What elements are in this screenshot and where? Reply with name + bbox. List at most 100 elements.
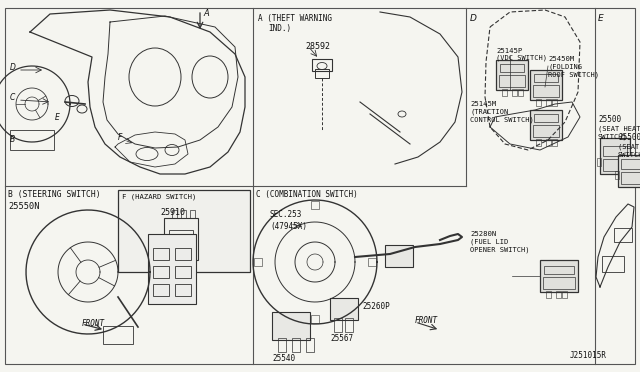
- Text: (FOLDING: (FOLDING: [548, 64, 582, 70]
- Bar: [621, 159, 640, 169]
- Text: 25500+A: 25500+A: [618, 133, 640, 142]
- Text: C: C: [10, 93, 15, 102]
- Bar: [311, 315, 319, 323]
- Bar: [556, 291, 561, 298]
- Bar: [306, 338, 314, 352]
- Text: SEC.253: SEC.253: [270, 210, 302, 219]
- Bar: [614, 228, 632, 242]
- Bar: [118, 190, 250, 272]
- Text: E: E: [55, 113, 60, 122]
- Bar: [530, 70, 562, 100]
- Bar: [562, 291, 567, 298]
- Bar: [334, 318, 342, 332]
- Bar: [629, 158, 633, 166]
- Text: J251015R: J251015R: [570, 351, 607, 360]
- Bar: [148, 234, 196, 304]
- Bar: [621, 172, 640, 184]
- Text: A (THEFT WARNING: A (THEFT WARNING: [258, 14, 332, 23]
- Bar: [175, 284, 191, 296]
- Text: FRONT: FRONT: [415, 316, 438, 325]
- Text: 25145M: 25145M: [470, 101, 496, 107]
- Bar: [512, 89, 517, 96]
- Text: 25450M: 25450M: [548, 56, 574, 62]
- Text: SWITCH): SWITCH): [598, 134, 628, 140]
- Text: 25500: 25500: [598, 115, 621, 124]
- Text: SWITCH): SWITCH): [618, 151, 640, 158]
- Bar: [546, 99, 551, 106]
- Bar: [153, 248, 169, 260]
- Text: OPENER SWITCH): OPENER SWITCH): [470, 247, 529, 253]
- Bar: [175, 248, 191, 260]
- Text: CONTROL SWITCH): CONTROL SWITCH): [470, 116, 534, 123]
- Text: (SEAT HEAT: (SEAT HEAT: [618, 144, 640, 150]
- Bar: [153, 284, 169, 296]
- Text: A: A: [203, 9, 209, 18]
- Bar: [272, 312, 310, 340]
- Text: (47945X): (47945X): [270, 222, 307, 231]
- Bar: [546, 291, 551, 298]
- Bar: [312, 59, 332, 71]
- Text: F (HAZARD SWITCH): F (HAZARD SWITCH): [122, 193, 196, 199]
- Text: (FUEL LID: (FUEL LID: [470, 238, 508, 245]
- Text: 25550N: 25550N: [8, 202, 40, 211]
- Bar: [540, 260, 578, 292]
- Bar: [103, 326, 133, 344]
- Bar: [502, 89, 507, 96]
- Bar: [533, 125, 559, 137]
- Bar: [602, 256, 624, 272]
- Bar: [311, 201, 319, 209]
- Bar: [190, 210, 195, 218]
- Bar: [499, 75, 525, 87]
- Bar: [496, 60, 528, 90]
- Text: D: D: [10, 62, 16, 71]
- Bar: [153, 266, 169, 278]
- Text: C (COMBINATION SWITCH): C (COMBINATION SWITCH): [256, 190, 358, 199]
- Text: ROOF SWITCH): ROOF SWITCH): [548, 71, 599, 78]
- Bar: [600, 138, 630, 174]
- Text: 28592: 28592: [305, 42, 330, 51]
- Text: E: E: [598, 14, 604, 23]
- Bar: [603, 146, 627, 156]
- Text: FRONT: FRONT: [82, 319, 105, 328]
- Text: D: D: [470, 14, 477, 23]
- Bar: [345, 318, 353, 332]
- Text: F: F: [118, 132, 122, 141]
- Text: B: B: [10, 135, 15, 144]
- Text: (VDC SWITCH): (VDC SWITCH): [496, 55, 547, 61]
- Bar: [518, 89, 523, 96]
- Bar: [597, 158, 601, 166]
- Bar: [618, 155, 640, 187]
- Bar: [536, 139, 541, 146]
- Text: 25910: 25910: [160, 208, 185, 217]
- Text: 25567: 25567: [330, 334, 353, 343]
- Text: B (STEERING SWITCH): B (STEERING SWITCH): [8, 190, 100, 199]
- Bar: [534, 114, 558, 122]
- Text: 25540: 25540: [272, 354, 295, 363]
- Bar: [500, 64, 524, 72]
- Bar: [385, 245, 413, 267]
- Bar: [174, 266, 188, 272]
- Bar: [169, 230, 193, 252]
- Text: IND.): IND.): [268, 24, 291, 33]
- Bar: [530, 110, 562, 140]
- Text: 25145P: 25145P: [496, 48, 522, 54]
- Text: 25260P: 25260P: [362, 302, 390, 311]
- Bar: [536, 99, 541, 106]
- Bar: [181, 210, 186, 218]
- Bar: [175, 266, 191, 278]
- Text: (TRACTION: (TRACTION: [470, 109, 508, 115]
- Bar: [603, 159, 627, 171]
- Bar: [552, 99, 557, 106]
- Bar: [172, 258, 190, 268]
- Bar: [534, 74, 558, 82]
- Bar: [292, 338, 300, 352]
- Bar: [164, 218, 198, 260]
- Bar: [615, 171, 619, 179]
- Text: (SEAT HEAT: (SEAT HEAT: [598, 125, 640, 132]
- Text: 25280N: 25280N: [470, 231, 496, 237]
- Bar: [10, 130, 54, 150]
- Bar: [544, 266, 574, 274]
- Bar: [172, 210, 177, 218]
- Bar: [368, 258, 376, 266]
- Bar: [254, 258, 262, 266]
